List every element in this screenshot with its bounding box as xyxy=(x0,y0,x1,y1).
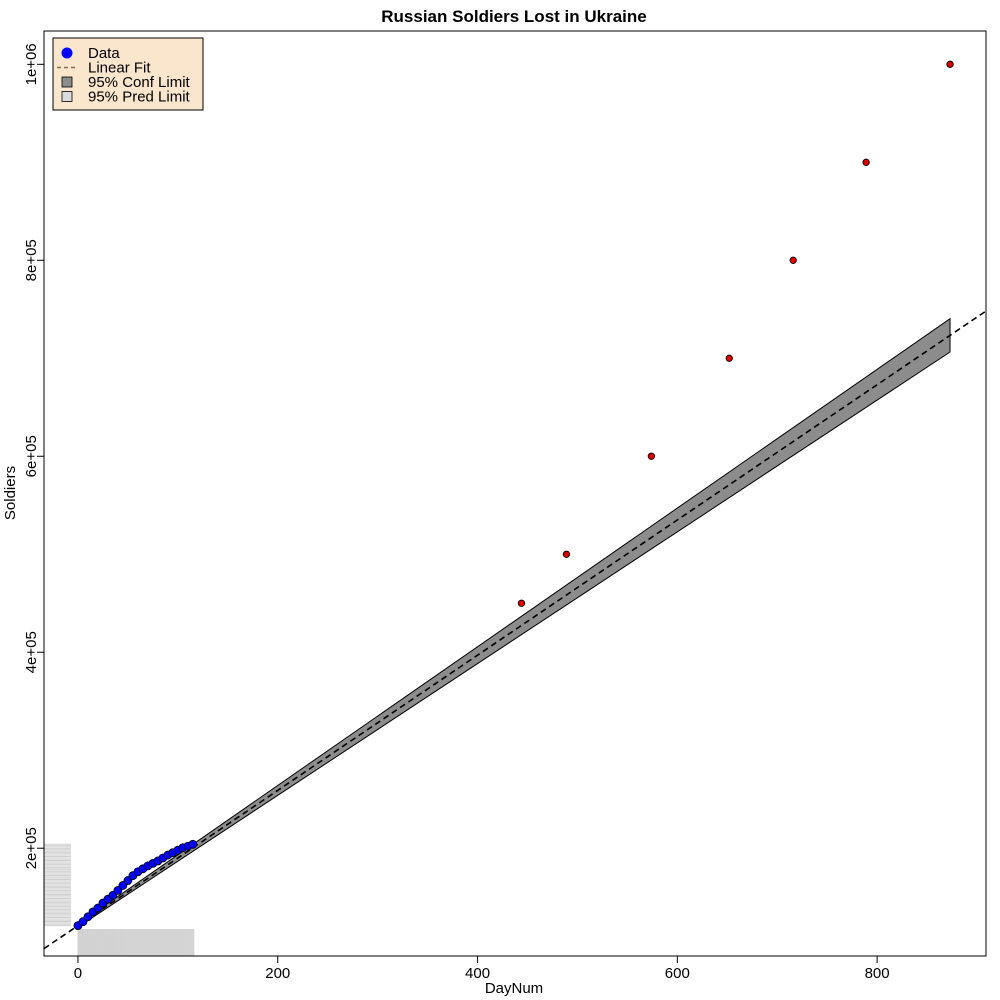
projection-point xyxy=(517,599,526,607)
confidence-band xyxy=(77,317,951,929)
y-axis-label: Soldiers xyxy=(2,466,19,520)
x-tick-label: 200 xyxy=(265,965,290,982)
projection-point xyxy=(647,452,656,460)
x-tick-label: 600 xyxy=(665,965,690,982)
data-series xyxy=(73,839,198,931)
legend-box-icon xyxy=(61,91,73,102)
axes: 0 200 400 600 800 2e+05 4e+05 6e+05 8e+05 1e+06 xyxy=(23,30,987,982)
legend-label: Linear Fit xyxy=(88,60,151,77)
legend-point-icon xyxy=(61,47,73,59)
x-axis-label: DayNum xyxy=(485,980,543,997)
data-point xyxy=(188,839,198,849)
y-tick-label: 4e+05 xyxy=(23,631,40,673)
plot-frame xyxy=(43,30,987,957)
y-tick-label: 1e+06 xyxy=(23,43,40,85)
legend-box-icon xyxy=(61,76,73,88)
projection-point xyxy=(862,158,870,166)
x-tick-label: 800 xyxy=(865,965,890,982)
projection-point xyxy=(725,354,733,362)
projection-point xyxy=(562,550,571,558)
projection-series xyxy=(517,60,954,607)
projection-point xyxy=(946,60,954,68)
y-tick-label: 8e+05 xyxy=(23,239,40,281)
x-tick-label: 0 xyxy=(74,965,82,982)
x-tick-label: 400 xyxy=(465,965,490,982)
chart-title: Russian Soldiers Lost in Ukraine xyxy=(381,7,646,26)
legend-label: Data xyxy=(88,45,120,62)
plot-area xyxy=(44,60,986,956)
y-tick-label: 2e+05 xyxy=(23,827,40,869)
legend-label: 95% Conf Limit xyxy=(88,74,191,91)
projection-point xyxy=(789,256,797,264)
legend-box xyxy=(52,37,204,111)
y-tick-label: 6e+05 xyxy=(23,435,40,477)
legend-label: 95% Pred Limit xyxy=(88,89,191,106)
